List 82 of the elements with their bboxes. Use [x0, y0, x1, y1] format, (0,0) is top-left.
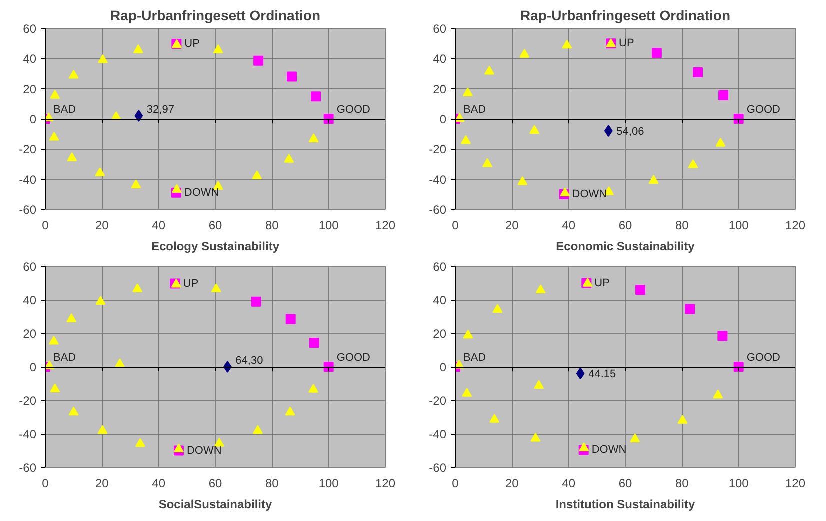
- x-tick-label: 120: [375, 218, 396, 232]
- y-tick-label: 40: [23, 294, 37, 308]
- annotation: DOWN: [572, 188, 608, 200]
- x-axis-title: Economic Sustainability: [556, 240, 696, 254]
- x-tick-label: 20: [95, 218, 110, 232]
- y-tick-label: -60: [429, 203, 447, 217]
- x-tick-label: 100: [728, 476, 750, 490]
- annotation: UP: [184, 38, 200, 50]
- x-axis-title: Ecology Sustainability: [151, 240, 280, 254]
- y-tick-label: -40: [19, 172, 37, 187]
- x-tick-label: 20: [95, 476, 110, 490]
- annotation: BAD: [54, 104, 76, 116]
- y-tick-label: 0: [440, 112, 447, 126]
- y-tick-label: 60: [23, 260, 37, 274]
- chart-title: Rap-Urbanfringesett Ordination: [110, 8, 321, 24]
- y-tick-label: 0: [440, 360, 447, 374]
- y-tick-label: 60: [433, 22, 447, 36]
- x-tick-label: 100: [318, 218, 340, 232]
- annotation: UP: [594, 277, 610, 290]
- y-tick-label: -60: [19, 203, 37, 217]
- y-tick-label: -60: [429, 461, 447, 475]
- y-tick-label: -40: [429, 172, 447, 187]
- x-tick-label: 0: [452, 218, 460, 232]
- x-tick-label: 40: [562, 476, 576, 490]
- annotation: GOOD: [336, 104, 370, 116]
- y-tick-label: 0: [30, 360, 37, 374]
- y-tick-label: 20: [23, 327, 37, 341]
- annotation: UP: [619, 38, 634, 50]
- y-tick-label: 60: [23, 22, 37, 36]
- chart-title: Rap-Urbanfringesett Ordination: [520, 8, 731, 24]
- x-tick-label: 120: [785, 476, 806, 490]
- x-tick-label: 80: [675, 476, 690, 490]
- y-tick-label: -60: [19, 461, 37, 475]
- annotation: DOWN: [592, 444, 627, 456]
- annotation: DOWN: [186, 444, 222, 457]
- x-tick-label: 80: [265, 476, 280, 490]
- x-tick-label: 100: [318, 476, 340, 490]
- y-tick-label: 40: [23, 52, 37, 66]
- x-tick-label: 80: [675, 218, 690, 232]
- y-tick-label: 20: [23, 82, 37, 96]
- x-tick-label: 40: [152, 218, 166, 232]
- annotation: BAD: [54, 352, 76, 364]
- annotation: 44.15: [588, 368, 616, 381]
- y-tick-label: 20: [433, 327, 447, 341]
- x-tick-label: 0: [452, 476, 460, 490]
- annotation: BAD: [464, 104, 486, 116]
- annotation: 32,97: [146, 104, 174, 116]
- x-tick-label: 40: [152, 476, 166, 490]
- x-tick-label: 80: [265, 218, 280, 232]
- y-tick-label: 40: [433, 294, 447, 308]
- annotation: GOOD: [746, 352, 780, 364]
- annotation: 64,30: [236, 355, 264, 367]
- annotation: DOWN: [184, 186, 220, 199]
- annotation: GOOD: [336, 352, 370, 364]
- y-tick-label: -20: [19, 394, 37, 408]
- x-tick-label: 60: [618, 218, 632, 232]
- x-axis-title: SocialSustainability: [158, 498, 273, 512]
- y-tick-label: -20: [429, 142, 447, 157]
- x-axis-title: Institution Sustainability: [556, 498, 696, 512]
- x-tick-label: 120: [375, 476, 396, 490]
- annotation: BAD: [464, 352, 486, 364]
- y-tick-label: 20: [433, 82, 447, 96]
- x-tick-label: 120: [785, 218, 806, 232]
- x-tick-label: 100: [728, 218, 750, 232]
- y-tick-label: 0: [30, 112, 37, 126]
- annotation: 54,06: [616, 126, 644, 138]
- x-tick-label: 60: [208, 476, 222, 490]
- x-tick-label: 20: [505, 476, 520, 490]
- y-tick-label: -40: [429, 428, 447, 442]
- annotation: UP: [183, 278, 199, 290]
- y-tick-label: 40: [433, 52, 447, 66]
- y-tick-label: -20: [429, 394, 447, 408]
- x-tick-label: 0: [42, 476, 50, 490]
- x-tick-label: 60: [208, 218, 222, 232]
- annotation: GOOD: [746, 104, 780, 116]
- x-tick-label: 0: [42, 218, 50, 232]
- x-tick-label: 40: [562, 218, 576, 232]
- x-tick-label: 20: [505, 218, 520, 232]
- x-tick-label: 60: [618, 476, 632, 490]
- y-tick-label: 60: [433, 260, 447, 274]
- y-tick-label: -20: [19, 142, 37, 157]
- y-tick-label: -40: [19, 428, 37, 442]
